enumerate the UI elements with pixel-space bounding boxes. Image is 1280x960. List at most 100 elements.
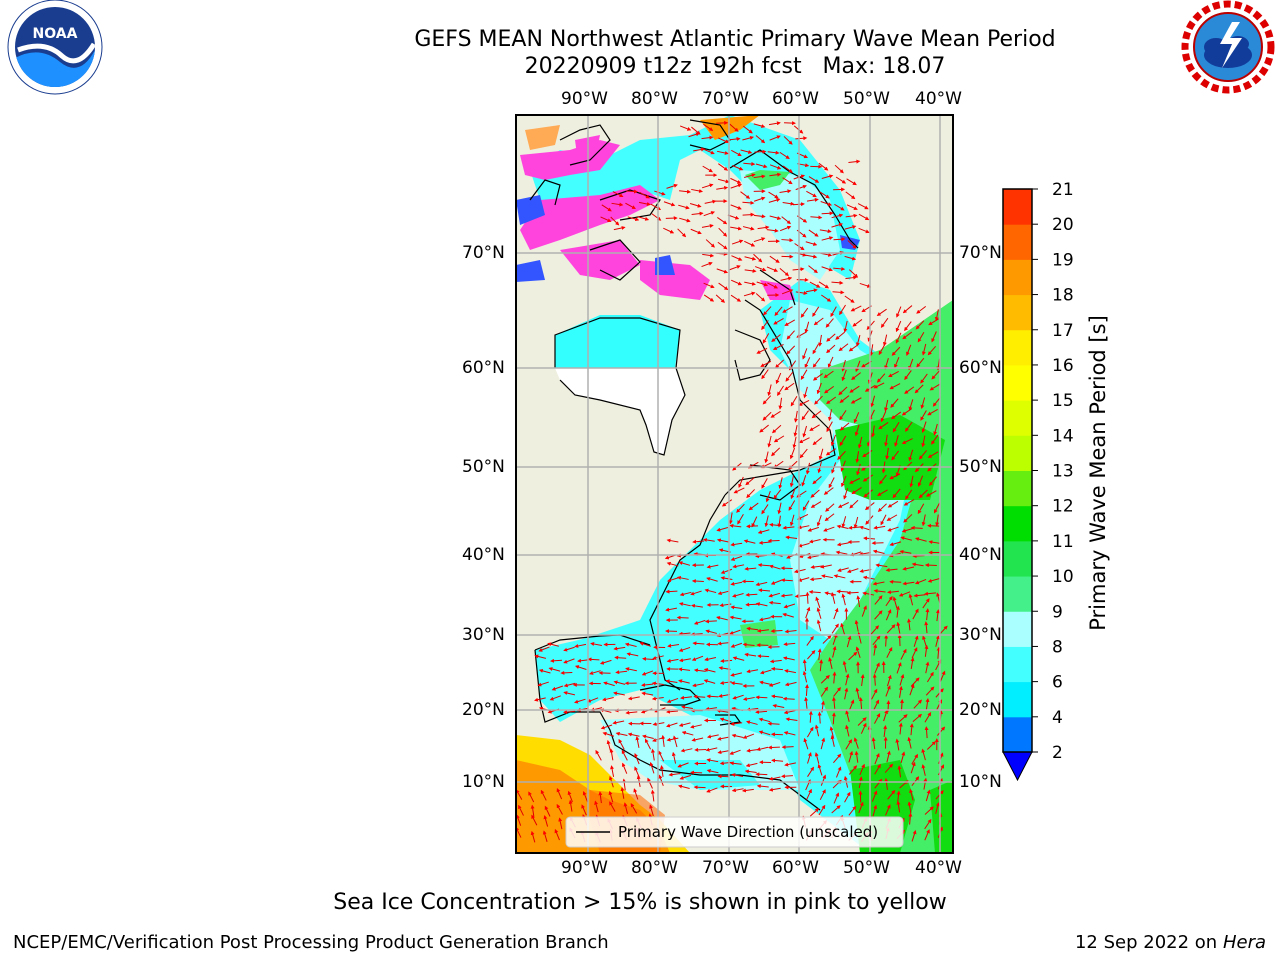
wave-direction-arrow	[771, 758, 784, 763]
sea-ice-caption: Sea Ice Concentration > 15% is shown in …	[333, 890, 947, 915]
colorbar-segment	[1003, 505, 1032, 542]
wave-direction-arrow	[665, 589, 678, 594]
wave-direction-arrow	[757, 225, 770, 230]
wave-direction-arrow	[924, 711, 932, 723]
wave-direction-arrow	[768, 600, 781, 605]
legend-label: Primary Wave Direction (unscaled)	[618, 823, 878, 841]
wave-direction-arrow	[863, 489, 873, 498]
wave-direction-arrow	[808, 176, 820, 183]
wave-direction-arrow	[804, 696, 809, 709]
wave-direction-arrow	[838, 343, 849, 352]
wave-direction-arrow	[918, 489, 928, 499]
wave-direction-arrow	[931, 331, 937, 343]
wave-direction-arrow	[620, 786, 625, 799]
wave-direction-arrow	[706, 564, 719, 569]
lon-label-bottom-70w: 70°W	[702, 858, 749, 878]
wave-direction-arrow	[927, 408, 938, 416]
wave-direction-arrow	[676, 575, 689, 580]
wave-direction-arrow	[907, 736, 912, 749]
wave-direction-arrow	[921, 343, 927, 356]
wave-direction-arrow	[884, 634, 889, 647]
wave-direction-arrow	[780, 276, 793, 281]
wave-direction-arrow	[926, 741, 936, 750]
wave-direction-arrow	[666, 183, 678, 189]
wave-direction-arrow	[692, 641, 705, 646]
wave-direction-arrow	[716, 709, 729, 713]
wave-direction-arrow	[742, 733, 755, 739]
wave-direction-arrow	[886, 646, 893, 658]
wave-direction-arrow	[615, 670, 628, 675]
wave-direction-arrow	[717, 590, 730, 596]
wave-direction-arrow	[678, 784, 690, 790]
wave-direction-arrow	[902, 566, 915, 571]
wave-direction-arrow	[719, 680, 732, 685]
wave-direction-arrow	[797, 577, 810, 582]
wave-direction-arrow	[830, 735, 835, 747]
wave-direction-arrow	[925, 697, 930, 710]
wave-direction-arrow	[742, 642, 755, 647]
wave-direction-arrow	[885, 595, 893, 607]
wave-direction-arrow	[599, 659, 612, 665]
wave-direction-arrow	[842, 660, 847, 673]
lat-label-left-70n: 70°N	[462, 243, 505, 263]
colorbar-tick-label: 9	[1052, 602, 1063, 622]
wave-direction-arrow	[826, 421, 833, 433]
wave-direction-arrow	[876, 308, 887, 317]
wave-direction-arrow	[755, 163, 768, 169]
wave-direction-arrow	[731, 255, 743, 261]
wave-direction-arrow	[873, 589, 886, 593]
wave-direction-arrow	[880, 411, 887, 423]
wave-direction-arrow	[728, 512, 733, 525]
wave-direction-arrow	[831, 805, 841, 814]
wave-direction-arrow	[556, 803, 563, 815]
wave-direction-arrow	[733, 487, 745, 494]
wave-direction-arrow	[817, 763, 823, 776]
wave-direction-arrow	[872, 549, 885, 554]
wave-direction-arrow	[560, 670, 573, 675]
wave-direction-arrow	[818, 281, 830, 289]
wave-direction-arrow	[785, 371, 794, 382]
lat-label-right-10n: 10°N	[959, 772, 1002, 792]
wave-direction-arrow	[679, 591, 692, 597]
wave-direction-arrow	[783, 136, 793, 145]
wave-direction-arrow	[819, 659, 824, 672]
wave-direction-arrow	[812, 306, 820, 317]
wave-direction-arrow	[925, 661, 930, 674]
wave-direction-arrow	[823, 370, 834, 379]
wave-direction-arrow	[633, 788, 639, 800]
wave-direction-arrow	[767, 538, 780, 543]
wave-direction-arrow	[843, 320, 848, 333]
wave-direction-arrow	[887, 789, 896, 800]
wave-direction-arrow	[729, 265, 741, 271]
wave-direction-arrow	[908, 593, 914, 606]
wave-direction-arrow	[540, 789, 547, 801]
wave-direction-arrow	[732, 694, 744, 700]
wave-direction-arrow	[800, 369, 808, 381]
lon-label-top-90w: 90°W	[561, 89, 608, 109]
wave-direction-arrow	[778, 477, 783, 490]
wave-direction-arrow	[820, 674, 830, 684]
wave-direction-arrow	[745, 720, 758, 725]
wave-direction-arrow	[834, 164, 844, 174]
wave-direction-arrow	[908, 399, 914, 411]
wave-direction-arrow	[623, 802, 629, 814]
wave-direction-arrow	[666, 577, 679, 583]
wave-direction-arrow	[821, 294, 832, 302]
wave-direction-arrow	[556, 787, 563, 800]
wave-direction-arrow	[568, 799, 573, 812]
wave-direction-arrow	[549, 658, 563, 663]
wave-direction-arrow	[924, 818, 932, 830]
wave-direction-arrow	[548, 667, 561, 672]
wave-direction-arrow	[679, 217, 691, 223]
wave-direction-arrow	[587, 657, 600, 662]
colorbar-tick-label: 14	[1052, 426, 1074, 446]
wave-direction-arrow	[802, 348, 808, 360]
wave-direction-arrow	[773, 435, 785, 443]
wave-direction-arrow	[678, 667, 691, 672]
wave-direction-arrow	[889, 579, 902, 584]
wave-direction-arrow	[917, 503, 925, 515]
wave-direction-arrow	[759, 669, 772, 675]
wave-direction-arrow	[706, 734, 719, 739]
wave-direction-arrow	[846, 568, 859, 574]
colorbar-segment	[1003, 189, 1032, 225]
